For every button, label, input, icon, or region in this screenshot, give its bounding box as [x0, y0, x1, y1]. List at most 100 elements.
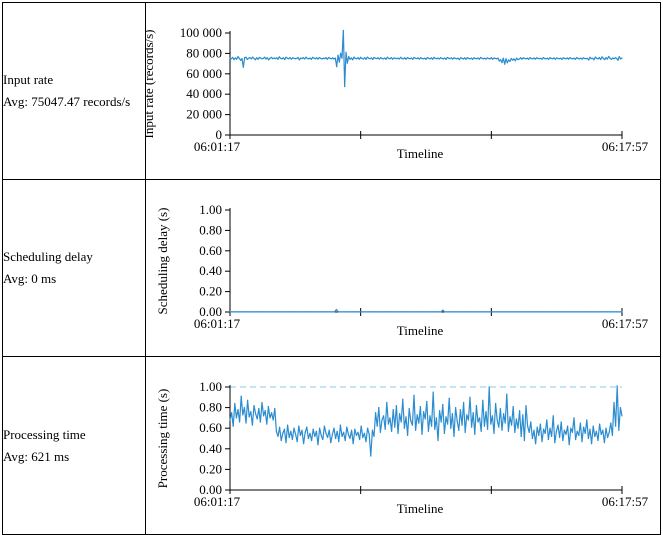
x-end-label: 06:17:57: [602, 494, 649, 509]
data-point: [510, 57, 512, 60]
data-point: [472, 412, 474, 414]
data-point: [408, 57, 410, 60]
data-point: [587, 311, 589, 313]
data-point: [453, 57, 455, 59]
data-point: [428, 57, 430, 59]
data-point: [498, 60, 500, 62]
data-point: [380, 311, 382, 313]
data-point: [254, 311, 256, 313]
data-point: [480, 430, 482, 432]
data-point: [243, 311, 245, 313]
data-point: [545, 311, 547, 313]
metric-average: Avg: 75047.47 records/s: [3, 94, 131, 109]
data-point: [339, 424, 341, 426]
data-point: [461, 424, 463, 426]
data-point: [505, 58, 507, 60]
data-point: [316, 57, 318, 59]
data-point: [383, 415, 385, 417]
data-point: [475, 404, 477, 407]
data-point: [238, 57, 240, 60]
data-point: [246, 58, 248, 61]
data-point: [323, 311, 325, 313]
data-point: [337, 311, 339, 313]
data-point: [401, 311, 403, 313]
data-point: [583, 426, 585, 428]
data-point: [238, 311, 240, 313]
data-point: [357, 431, 359, 433]
data-point: [245, 311, 247, 313]
data-point: [303, 443, 305, 445]
data-point: [572, 58, 574, 60]
data-point: [553, 57, 555, 59]
data-point: [317, 444, 319, 446]
data-point: [286, 57, 288, 59]
x-end-label: 06:17:57: [602, 316, 649, 331]
data-point: [581, 58, 583, 60]
data-point: [258, 408, 260, 410]
data-point: [275, 430, 277, 432]
data-point: [318, 311, 320, 313]
data-point: [321, 311, 323, 313]
data-point: [335, 308, 338, 311]
data-point: [525, 404, 527, 407]
metrics-row: Scheduling delay Avg: 0 ms 0.00 0.20 0.40 0…: [2, 179, 661, 357]
data-point: [592, 57, 594, 60]
data-point: [485, 411, 487, 413]
data-point: [617, 59, 619, 61]
data-point: [426, 400, 428, 403]
data-point: [512, 59, 514, 61]
data-point: [361, 57, 363, 60]
data-point: [370, 455, 372, 457]
data-point: [431, 311, 433, 313]
data-point: [598, 56, 600, 59]
x-axis-label: Timeline: [397, 146, 444, 161]
data-point: [603, 311, 605, 313]
data-point: [521, 58, 523, 60]
data-point: [364, 311, 366, 313]
data-point: [564, 311, 566, 313]
data-point: [317, 58, 319, 60]
data-point: [296, 57, 298, 60]
data-point: [440, 311, 442, 313]
data-point: [500, 311, 502, 313]
data-point: [242, 66, 244, 68]
data-point: [399, 311, 401, 313]
data-point: [606, 58, 608, 60]
data-point: [281, 58, 283, 60]
data-point: [573, 311, 575, 313]
data-point: [504, 63, 506, 65]
data-point: [301, 429, 303, 431]
data-point: [381, 57, 383, 60]
data-point: [554, 311, 556, 313]
data-point: [575, 438, 577, 441]
data-point: [552, 311, 554, 313]
data-points: [229, 385, 623, 457]
data-point: [438, 311, 440, 313]
data-point: [562, 439, 564, 442]
data-point: [454, 57, 456, 60]
data-point: [474, 433, 476, 435]
data-point: [590, 58, 592, 60]
data-point: [608, 431, 610, 433]
scheduling-delay-chart: 0.00 0.20 0.40 0.60 0.80 1.00 06:01:17 06:17:57…: [155, 202, 649, 338]
data-point: [301, 58, 303, 60]
data-point: [448, 397, 450, 399]
data-point: [475, 311, 478, 313]
data-point: [344, 439, 346, 442]
data-point: [315, 430, 317, 432]
data-point: [474, 57, 476, 60]
data-point: [280, 439, 282, 442]
data-point: [410, 57, 412, 59]
data-point: [421, 433, 423, 435]
data-point: [348, 311, 350, 313]
data-point: [504, 422, 506, 424]
data-point: [515, 418, 517, 420]
data-point: [255, 413, 257, 415]
data-point: [272, 419, 274, 421]
data-point: [405, 58, 407, 60]
data-point: [609, 57, 611, 59]
data-point: [283, 428, 285, 430]
data-point: [342, 311, 345, 313]
data-point: [365, 440, 367, 443]
data-point: [392, 409, 394, 411]
